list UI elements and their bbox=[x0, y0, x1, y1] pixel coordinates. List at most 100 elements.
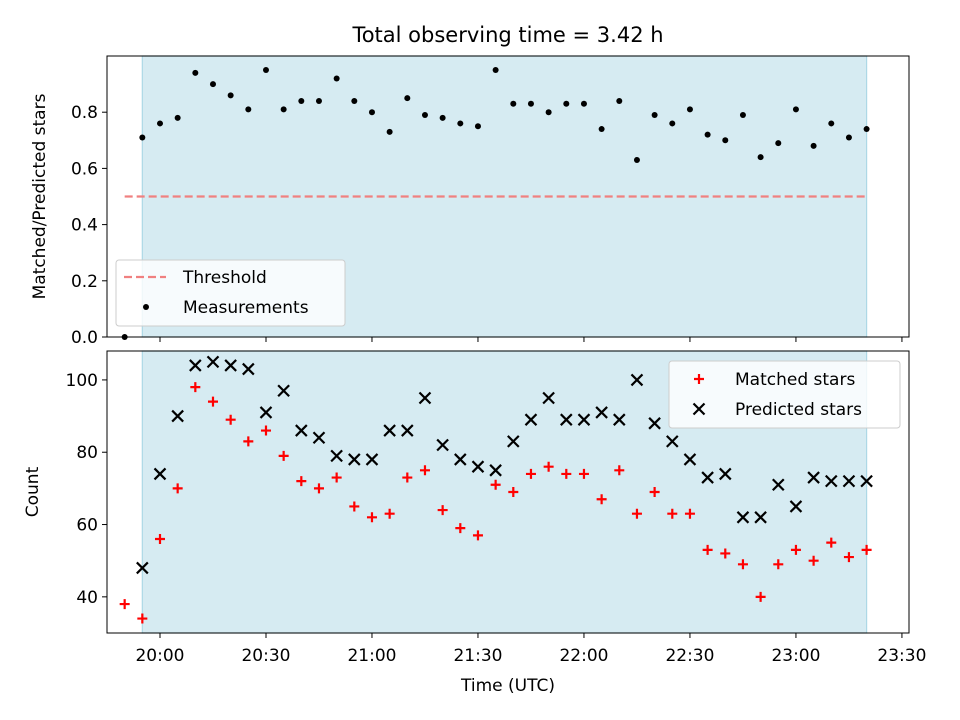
measurement-point bbox=[333, 75, 340, 82]
x-tick-label: 21:00 bbox=[347, 646, 396, 666]
matched-star-point bbox=[437, 505, 448, 516]
measurement-point bbox=[563, 100, 570, 107]
measurements-legend-label: Measurements bbox=[183, 298, 309, 318]
measurement-point bbox=[474, 123, 481, 130]
measurement-point bbox=[669, 120, 676, 127]
measurement-point bbox=[633, 156, 640, 163]
predicted-star-point bbox=[595, 406, 608, 419]
matched-star-point bbox=[631, 508, 642, 519]
bottom-y-ticks: 40 60 80 100 bbox=[66, 371, 107, 608]
predicted-star-point bbox=[842, 474, 856, 488]
matched-star-point bbox=[843, 552, 854, 563]
predicted-star-point bbox=[277, 384, 290, 398]
measurement-point bbox=[156, 120, 163, 127]
predicted-star-point bbox=[719, 467, 732, 481]
predicted-stars-points bbox=[136, 355, 873, 575]
top-x-ticks bbox=[159, 337, 903, 342]
predicted-star-point bbox=[330, 449, 343, 463]
measurement-point bbox=[368, 109, 375, 116]
matched-legend-marker bbox=[694, 374, 704, 384]
matched-star-point bbox=[667, 508, 678, 519]
matched-star-point bbox=[331, 472, 342, 483]
matched-star-point bbox=[614, 465, 625, 476]
measurement-point bbox=[775, 140, 782, 147]
measurement-point bbox=[421, 112, 428, 119]
predicted-star-point bbox=[613, 413, 626, 426]
measurement-point bbox=[598, 126, 605, 133]
predicted-star-point bbox=[489, 464, 502, 477]
measurement-point bbox=[527, 100, 534, 107]
predicted-star-point bbox=[189, 359, 202, 372]
matched-star-point bbox=[455, 523, 466, 534]
predicted-star-point bbox=[666, 435, 679, 448]
predicted-star-point bbox=[577, 413, 591, 426]
bottom-y-axis-label: Count bbox=[23, 466, 43, 517]
top-y-tick-label: 0.0 bbox=[71, 328, 98, 348]
predicted-star-point bbox=[754, 511, 767, 524]
measurement-point bbox=[298, 97, 305, 104]
measurement-point bbox=[439, 114, 446, 121]
predicted-star-point bbox=[136, 561, 149, 575]
top-y-tick-label: 0.8 bbox=[71, 103, 98, 123]
predicted-star-point bbox=[418, 391, 432, 405]
matched-star-point bbox=[225, 414, 236, 425]
predicted-star-point bbox=[860, 474, 873, 488]
measurement-point bbox=[686, 106, 693, 113]
predicted-star-point bbox=[153, 467, 167, 481]
x-tick-label: 22:00 bbox=[559, 646, 608, 666]
matched-star-point bbox=[366, 512, 377, 523]
matched-star-point bbox=[402, 472, 413, 483]
threshold-legend-label: Threshold bbox=[182, 268, 267, 288]
x-tick-label: 20:00 bbox=[135, 646, 184, 666]
x-tick-label: 21:30 bbox=[453, 646, 502, 666]
measurement-point bbox=[810, 142, 817, 149]
measurements-legend-swatch bbox=[143, 304, 149, 310]
matched-star-point bbox=[313, 483, 324, 494]
measurement-point bbox=[245, 106, 252, 113]
predicted-star-point bbox=[560, 413, 573, 426]
matched-star-point bbox=[490, 479, 501, 490]
predicted-legend-label: Predicted stars bbox=[735, 400, 862, 420]
matched-star-point bbox=[649, 487, 660, 497]
matched-star-point bbox=[684, 508, 695, 519]
predicted-star-point bbox=[524, 413, 538, 426]
matched-star-point bbox=[472, 530, 483, 541]
predicted-star-point bbox=[295, 424, 308, 437]
measurement-point bbox=[828, 120, 835, 127]
matched-star-point bbox=[172, 483, 183, 494]
predicted-star-point bbox=[171, 409, 184, 423]
measurement-point bbox=[704, 131, 711, 138]
matched-star-point bbox=[190, 382, 201, 393]
matched-star-point bbox=[720, 548, 731, 559]
top-y-tick-label: 0.6 bbox=[71, 159, 98, 179]
predicted-star-point bbox=[206, 355, 220, 369]
measurement-point bbox=[863, 126, 870, 133]
x-tick-label: 20:30 bbox=[241, 646, 290, 666]
predicted-legend-swatch bbox=[692, 402, 706, 416]
measurement-point bbox=[139, 134, 146, 141]
measurement-point bbox=[227, 92, 234, 99]
measurement-point bbox=[616, 97, 623, 104]
top-axes-frame bbox=[106, 55, 910, 338]
predicted-star-point bbox=[736, 511, 750, 524]
top-legend: Threshold Measurements bbox=[115, 259, 346, 327]
predicted-star-point bbox=[683, 453, 697, 466]
matched-star-point bbox=[207, 396, 218, 407]
measurement-point bbox=[580, 100, 587, 107]
chart-title: Total observing time = 3.42 h bbox=[351, 23, 663, 47]
matched-star-point bbox=[755, 591, 766, 602]
matched-star-point bbox=[790, 544, 801, 555]
bottom-panel: 40 60 80 100 20:00 20:30 21:00 21:30 22:00 22:30… bbox=[23, 350, 926, 696]
measurement-point bbox=[651, 112, 658, 119]
predicted-star-point bbox=[454, 453, 467, 466]
predicted-star-point bbox=[259, 406, 273, 419]
matched-legend-swatch bbox=[694, 374, 704, 384]
measurement-point bbox=[386, 128, 393, 135]
predicted-star-point bbox=[824, 474, 838, 488]
predicted-legend-marker bbox=[692, 402, 706, 416]
matched-star-point bbox=[826, 537, 837, 548]
measurement-point bbox=[792, 106, 799, 113]
bottom-legend-box bbox=[668, 360, 901, 429]
matched-star-point bbox=[543, 461, 554, 472]
